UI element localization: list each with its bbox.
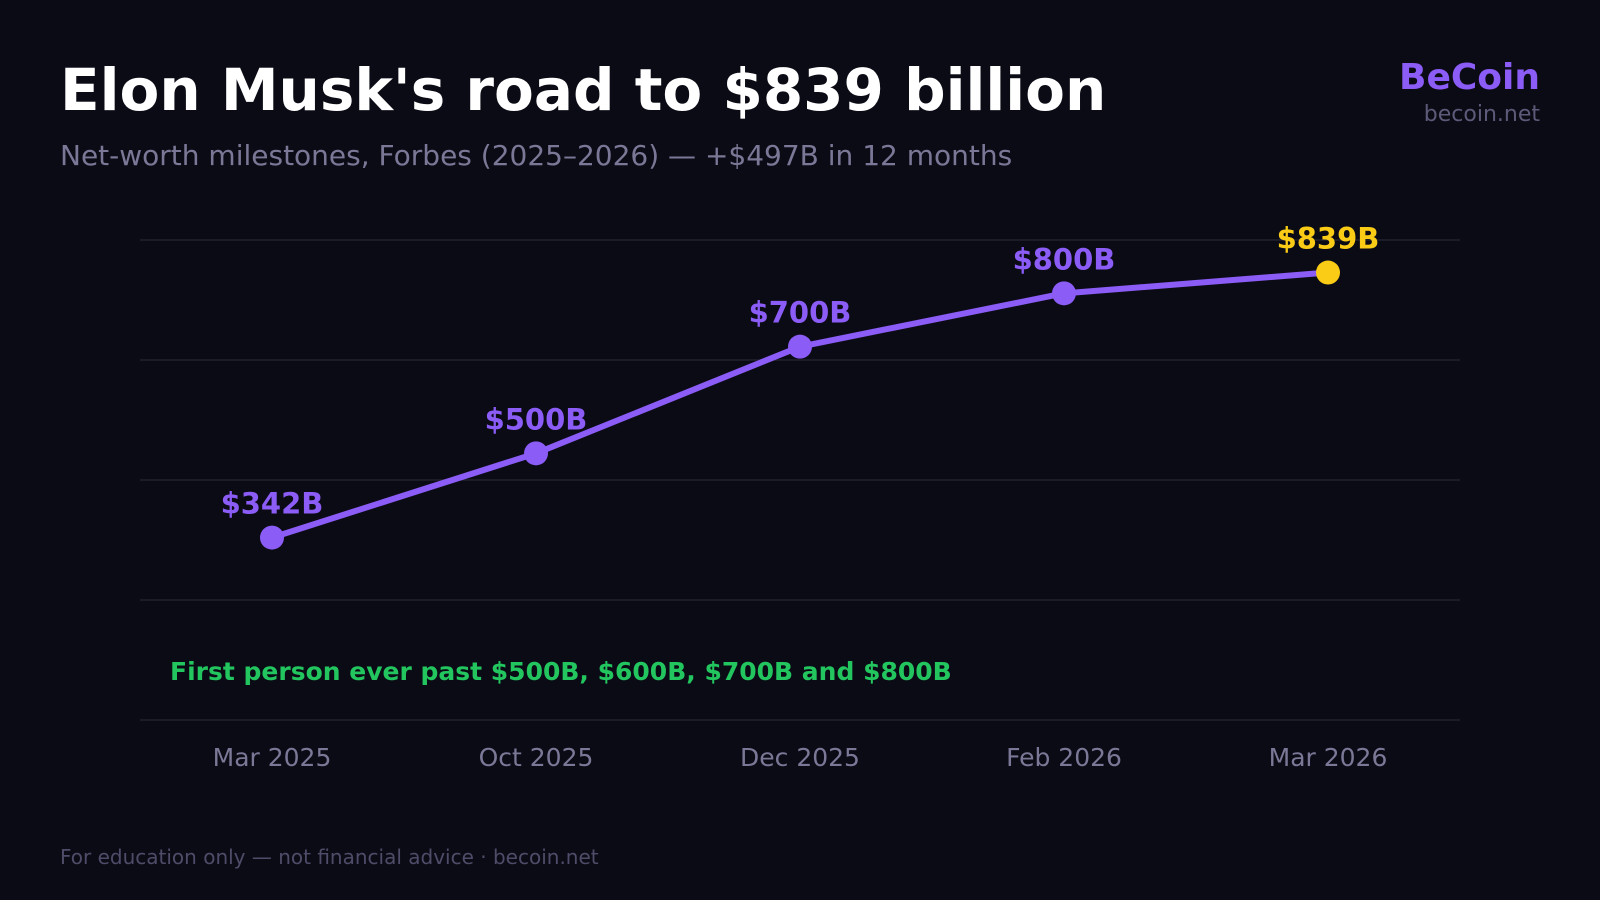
data-points — [260, 260, 1340, 550]
data-point-4 — [1316, 260, 1340, 285]
chart-title: Elon Musk's road to $839 billion — [60, 56, 1107, 124]
x-tick-label-4: Mar 2026 — [1269, 743, 1388, 772]
disclaimer-footer: For education only — not financial advic… — [60, 845, 599, 869]
data-point-3 — [1052, 281, 1076, 306]
brand-block: BeCoin becoin.net — [1399, 56, 1540, 130]
data-point-2 — [788, 334, 812, 359]
data-label-2: $700B — [749, 296, 852, 330]
data-labels: $342B $500B $700B $800B $839B — [221, 222, 1380, 521]
data-label-3: $800B — [1013, 242, 1116, 276]
data-label-4: $839B — [1277, 222, 1380, 256]
x-tick-label-2: Dec 2025 — [740, 743, 860, 772]
chart-subtitle: Net-worth milestones, Forbes (2025–2026)… — [60, 139, 1013, 172]
data-label-0: $342B — [221, 487, 324, 521]
data-point-0 — [260, 525, 284, 550]
chart-annotation: First person ever past $500B, $600B, $70… — [170, 657, 952, 686]
x-tick-label-1: Oct 2025 — [479, 743, 594, 772]
gridlines — [140, 239, 1460, 721]
x-tick-label-0: Mar 2025 — [213, 743, 332, 772]
data-label-1: $500B — [485, 402, 588, 436]
data-point-1 — [524, 441, 548, 466]
brand-logo: BeCoin — [1399, 57, 1540, 98]
x-tick-label-3: Feb 2026 — [1006, 743, 1122, 772]
x-axis-tick-labels: Mar 2025 Oct 2025 Dec 2025 Feb 2026 Mar 2026 — [213, 743, 1388, 772]
brand-url: becoin.net — [1423, 102, 1540, 127]
